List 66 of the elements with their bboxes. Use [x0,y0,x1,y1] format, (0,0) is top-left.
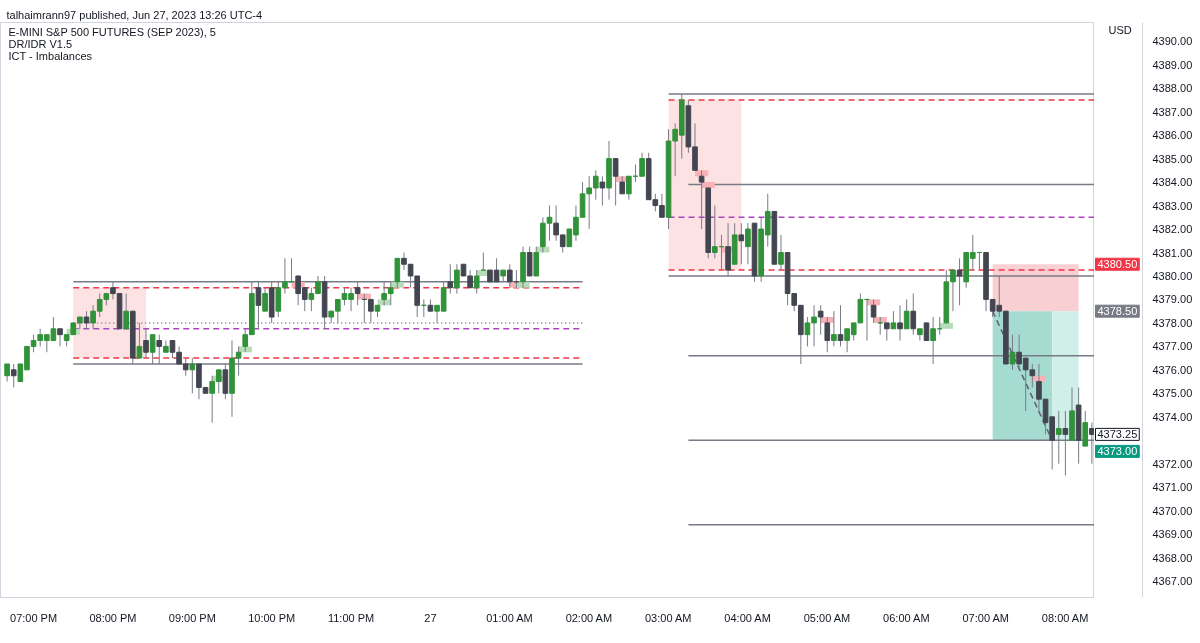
candlestick [745,222,751,265]
candlestick [917,328,923,342]
y-axis-title: USD [1108,23,1132,36]
candlestick [10,363,17,388]
x-tick-label: 01:00 AM [486,611,533,624]
x-tick-label: 08:00 AM [1041,611,1089,624]
candlestick [831,310,837,347]
y-tick-label: 4387.00 [1152,105,1193,118]
x-tick-label: 07:00 AM [962,611,1009,624]
x-tick-label: 11:00 PM [327,611,375,624]
candlestick [526,246,533,277]
y-tick-label: 4375.00 [1152,387,1193,400]
candlestick [262,287,268,312]
candlestick [778,234,784,271]
text: 4373.00 [1097,445,1138,458]
candlestick [738,222,745,265]
y-tick-label: 4386.00 [1152,129,1193,142]
x-tick-label: 08:00 PM [89,611,137,624]
y-tick-label: 4371.00 [1152,481,1193,494]
text: 4380.50 [1097,258,1138,271]
y-tick-label: 4374.00 [1152,410,1193,423]
y-tick-label: 4370.00 [1152,504,1193,517]
candlestick [837,304,844,347]
y-tick-label: 4372.00 [1152,457,1193,470]
x-tick-label: 09:00 PM [168,611,216,624]
candlestick [612,158,619,207]
y-tick-label: 4389.00 [1152,58,1193,71]
x-tick-label: 03:00 AM [645,611,692,624]
y-tick-label: 4390.00 [1152,35,1193,48]
x-tick-label: 04:00 AM [724,611,771,624]
candlestick [599,175,606,207]
candlestick [57,328,63,347]
x-tick-label: 07:00 PM [10,611,58,624]
x-tick-label: 02:00 AM [565,611,613,624]
x-tick-label: 06:00 AM [883,611,930,624]
text: talhaimrann97 published, Jun 27, 2023 13:26 UTC-4 [6,9,263,21]
text: 4373.25 [1097,428,1138,441]
candlestick [910,293,917,336]
y-tick-label: 4368.00 [1152,551,1193,564]
y-tick-label: 4384.00 [1152,176,1193,189]
candlestick [143,328,149,359]
x-tick-label: 27 [424,611,437,624]
y-tick-label: 4385.00 [1152,152,1193,165]
y-tick-label: 4380.00 [1152,269,1193,282]
text: 4378.50 [1097,305,1138,318]
annotation: ICT - Imbalances [8,49,93,62]
candlestick [897,304,903,342]
candlestick [903,298,910,330]
annotation: DR/IDR V1.5 [8,37,73,50]
y-tick-label: 4377.00 [1152,340,1193,353]
y-tick-label: 4376.00 [1152,363,1193,376]
y-tick-label: 4369.00 [1152,528,1193,541]
y-tick-label: 4367.00 [1152,575,1193,588]
y-tick-label: 4378.00 [1152,316,1193,329]
y-tick-label: 4382.00 [1152,223,1193,236]
candlestick [824,316,831,353]
candlestick [533,246,540,277]
x-tick-label: 10:00 PM [248,611,296,624]
y-tick-label: 4379.00 [1152,293,1193,306]
candlestick [817,304,824,336]
y-tick-label: 4388.00 [1152,82,1193,95]
chart-title: E-MINI S&P 500 FUTURES (SEP 2023), 5 [8,25,216,38]
candlestick [870,298,877,324]
y-tick-label: 4383.00 [1152,199,1193,212]
x-tick-label: 05:00 AM [803,611,851,624]
y-tick-label: 4381.00 [1152,246,1193,259]
